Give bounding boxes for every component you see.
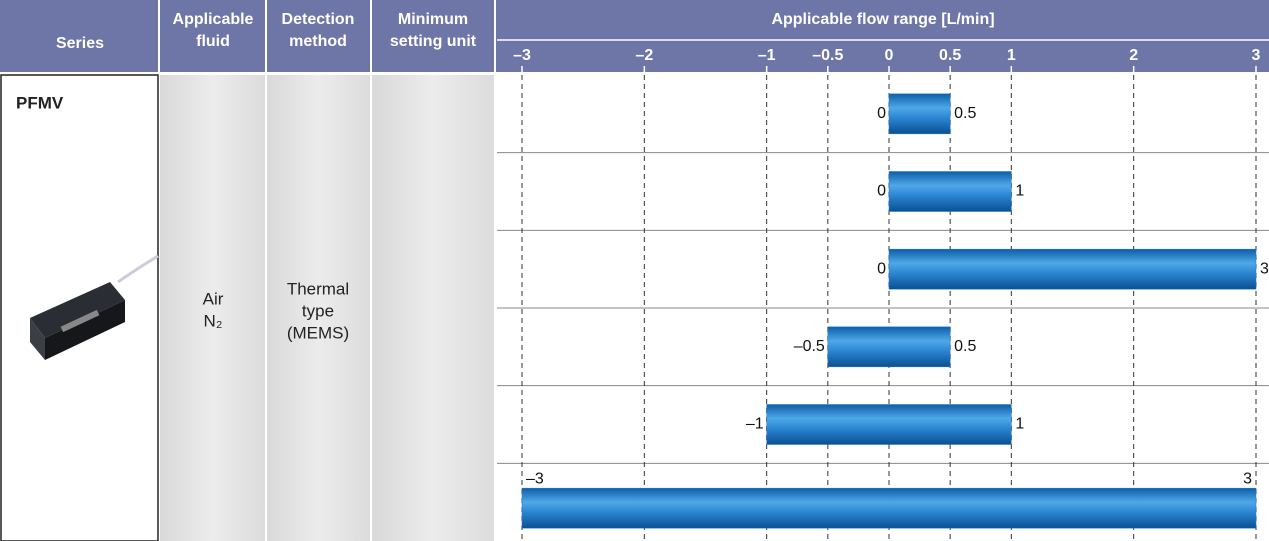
high-label: 3 xyxy=(1260,260,1269,277)
header-label: method xyxy=(289,33,347,50)
low-label: 0 xyxy=(877,105,886,122)
header-label: Series xyxy=(56,35,104,52)
low-label: 0 xyxy=(877,260,886,277)
x-tick-label: 2 xyxy=(1129,47,1138,64)
x-tick-label: –1 xyxy=(758,47,776,64)
series-name: PFMV xyxy=(16,93,64,112)
fluid-text: N₂ xyxy=(204,311,223,330)
x-tick-label: 1 xyxy=(1007,47,1016,64)
detection-text: (MEMS) xyxy=(287,323,349,342)
header-label: setting unit xyxy=(390,33,477,50)
range-bar xyxy=(766,404,1012,445)
range-bar xyxy=(888,248,1257,290)
header-bg xyxy=(0,0,1269,72)
fluid-cell xyxy=(160,75,265,541)
high-label: 1 xyxy=(1015,183,1024,200)
x-tick-label: –3 xyxy=(513,47,531,64)
x-tick-label: 0 xyxy=(885,47,894,64)
high-label: 0.5 xyxy=(954,338,976,355)
x-tick-label: –0.5 xyxy=(812,47,843,64)
detection-cell xyxy=(267,75,370,541)
range-bar xyxy=(827,326,951,368)
low-label: –3 xyxy=(526,470,544,487)
range-bar xyxy=(521,487,1257,529)
product-image xyxy=(30,254,159,360)
x-tick-label: 0.5 xyxy=(939,47,961,64)
header-separators xyxy=(158,0,496,72)
x-tick-label: 3 xyxy=(1252,47,1261,64)
header-label: fluid xyxy=(196,33,230,50)
unit-cell xyxy=(372,75,494,541)
header-label: Minimum xyxy=(398,11,468,28)
header-label: Detection xyxy=(282,11,355,28)
detection-text: Thermal xyxy=(287,279,349,298)
low-label: 0 xyxy=(877,183,886,200)
header-label: Applicable xyxy=(173,11,254,28)
x-tick-label: –2 xyxy=(635,47,653,64)
low-label: –0.5 xyxy=(794,338,825,355)
detection-text: type xyxy=(302,301,334,320)
low-label: –1 xyxy=(746,416,764,433)
high-label: 0.5 xyxy=(954,105,976,122)
high-label: 3 xyxy=(1243,470,1252,487)
chart-title: Applicable flow range [L/min] xyxy=(771,11,994,28)
fluid-text: Air xyxy=(203,289,224,308)
range-bar xyxy=(888,171,1012,212)
range-bar xyxy=(888,93,951,135)
high-label: 1 xyxy=(1015,416,1024,433)
